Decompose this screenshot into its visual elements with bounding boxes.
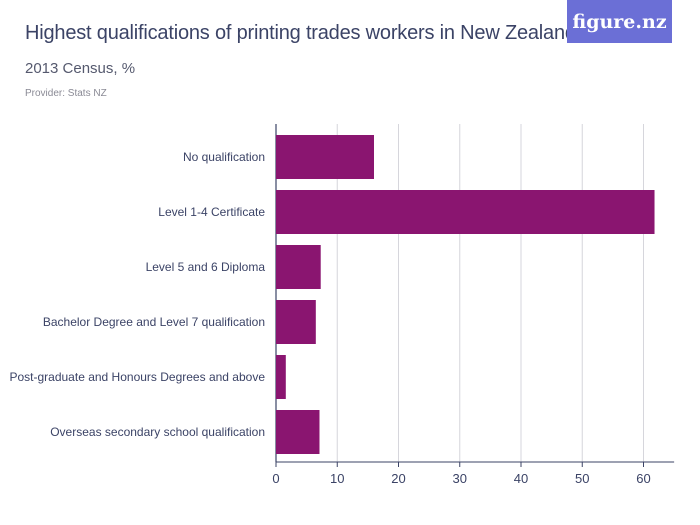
bar[interactable] bbox=[276, 410, 320, 454]
tick-label: 50 bbox=[575, 471, 589, 486]
chart-subtitle: 2013 Census, % bbox=[25, 60, 136, 77]
tick-label: 60 bbox=[636, 471, 650, 486]
tick-label: 20 bbox=[391, 471, 405, 486]
tick-label: 30 bbox=[453, 471, 467, 486]
bar[interactable] bbox=[276, 355, 286, 399]
bar[interactable] bbox=[276, 300, 316, 344]
gridlines bbox=[275, 124, 675, 463]
bar[interactable] bbox=[276, 190, 655, 234]
category-label: Level 5 and 6 Diploma bbox=[146, 260, 266, 274]
category-labels: No qualification Level 1-4 Certificate Lev… bbox=[9, 150, 265, 439]
figure-nz-logo[interactable]: figure.nz bbox=[567, 0, 672, 43]
bars bbox=[276, 135, 655, 454]
provider-label: Provider: Stats NZ bbox=[25, 88, 107, 99]
category-label: Overseas secondary school qualification bbox=[50, 425, 265, 439]
bar[interactable] bbox=[276, 245, 321, 289]
x-axis-ticks: 0 10 20 30 40 50 60 bbox=[272, 462, 651, 486]
bar[interactable] bbox=[276, 135, 374, 179]
tick-label: 0 bbox=[272, 471, 279, 486]
category-label: Level 1-4 Certificate bbox=[158, 205, 265, 219]
category-label: No qualification bbox=[183, 150, 265, 164]
category-label: Post-graduate and Honours Degrees and ab… bbox=[9, 370, 265, 384]
category-label: Bachelor Degree and Level 7 qualificatio… bbox=[43, 315, 265, 329]
chart-title: Highest qualifications of printing trade… bbox=[25, 22, 576, 44]
tick-label: 40 bbox=[514, 471, 528, 486]
tick-label: 10 bbox=[330, 471, 344, 486]
